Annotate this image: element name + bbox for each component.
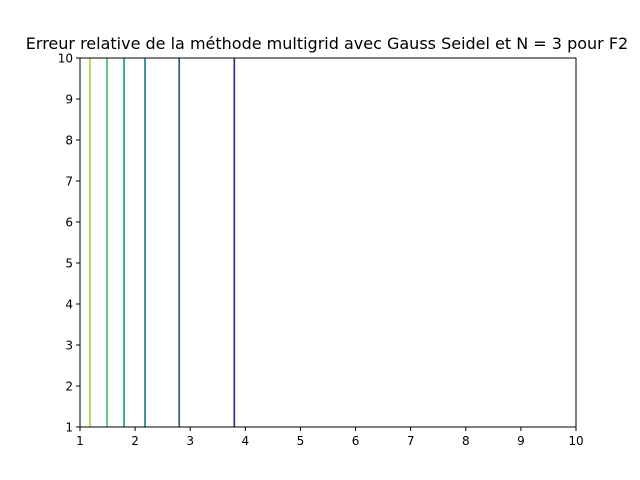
x-tick-label-1: 1: [76, 434, 84, 448]
plot-frame: [79, 57, 577, 428]
series-layer: [89, 58, 236, 427]
y-tick-label-3: 3: [65, 339, 73, 353]
x-axis: 1 2 3 4 5 6 7 8 9 10: [76, 427, 584, 448]
y-tick-label-6: 6: [65, 216, 73, 230]
x-tick-label-9: 9: [517, 434, 525, 448]
y-tick-label-8: 8: [65, 134, 73, 148]
y-tick-label-7: 7: [65, 175, 73, 189]
x-tick-label-2: 2: [131, 434, 139, 448]
x-tick-label-8: 8: [462, 434, 470, 448]
y-axis: 1 2 3 4 5 6 7 8 9 10: [58, 52, 80, 435]
x-tick-label-4: 4: [242, 434, 250, 448]
x-tick-label-10: 10: [568, 434, 583, 448]
y-tick-label-2: 2: [65, 380, 73, 394]
y-tick-label-5: 5: [65, 257, 73, 271]
chart-title: Erreur relative de la méthode multigrid …: [26, 34, 628, 53]
x-tick-label-5: 5: [297, 434, 305, 448]
y-tick-label-9: 9: [65, 93, 73, 107]
x-tick-label-6: 6: [352, 434, 360, 448]
x-tick-label-3: 3: [186, 434, 194, 448]
y-tick-label-4: 4: [65, 298, 73, 312]
y-tick-label-10: 10: [58, 52, 73, 66]
x-tick-label-7: 7: [407, 434, 415, 448]
y-tick-label-1: 1: [65, 421, 73, 435]
plot-border: [79, 57, 577, 428]
